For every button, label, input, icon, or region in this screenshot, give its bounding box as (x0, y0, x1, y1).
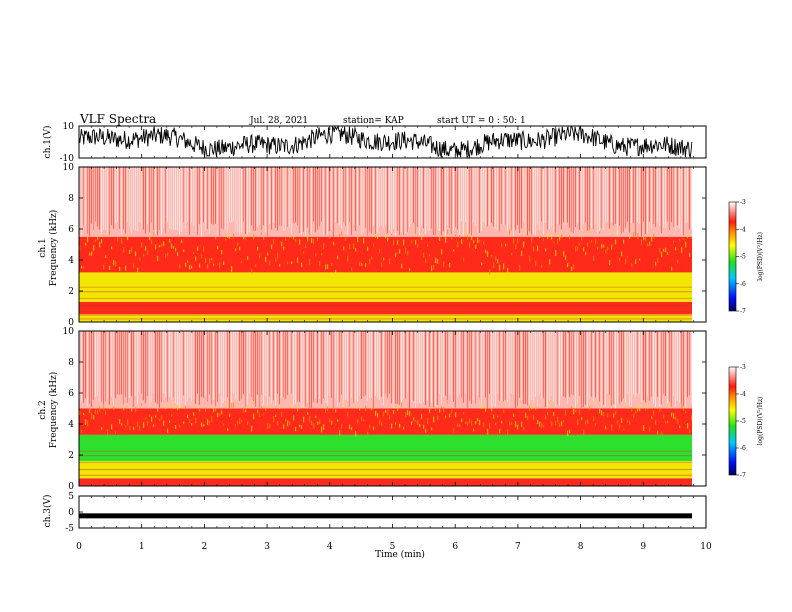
ch2-colorbar-tick-label: -5 (740, 418, 746, 425)
ch1-spectrogram-ytick-label: 8 (68, 194, 74, 204)
ch2-spectrogram-ytick-label: 0 (68, 482, 74, 492)
ch1-spectrogram-band-yellow (79, 314, 692, 322)
x-tick-label: 6 (452, 542, 458, 552)
ch1-colorbar-label: log(PSD)(V²/Hz) (757, 232, 764, 281)
x-tick-label: 2 (202, 542, 208, 552)
ch3-waveform-ytick-label: -5 (65, 524, 74, 534)
ch2-colorbar-tick-label: -7 (740, 472, 746, 479)
ch3-waveform-frame (78, 495, 707, 529)
ch1-waveform-panel: 10 -10 (60, 122, 707, 164)
ch1-colorbar-tick-label: -5 (740, 254, 746, 261)
ch1-waveform-ytick-label: 10 (63, 122, 75, 132)
x-tick-label: 4 (327, 542, 333, 552)
date-label: Jul. 28, 2021 (249, 116, 308, 126)
ch3-waveform-ytick-label: 0 (68, 508, 74, 518)
ch1-spectrogram-ytick-label: 6 (68, 225, 74, 235)
ch1-spectrogram-ytick-label: 4 (68, 256, 74, 266)
ch2-colorbar: -3 -4 -5 -6 -7 log(PSD)(V²/Hz) (728, 364, 764, 479)
ch1-colorbar: -3 -4 -5 -6 -7 log(PSD)(V²/Hz) (728, 199, 764, 315)
ch3-waveform-ylabel: ch.3(V) (42, 495, 53, 528)
ch2-spectrogram-band-red (79, 478, 692, 486)
ch1-waveform-ytick-label: -10 (60, 154, 75, 164)
ch1-spectrogram-panel: 0 2 4 6 8 10 (63, 163, 707, 328)
ch2-colorbar-tick-label: -4 (740, 391, 746, 398)
ch1-colorbar-tick-label: -3 (740, 199, 746, 206)
ch1-spectrogram-band-red (79, 236, 692, 273)
ch3-waveform-ytick-label: 5 (68, 492, 74, 502)
ch1-spectrogram-channel-label: ch.1 (38, 238, 48, 257)
x-tick-label: 1 (139, 542, 145, 552)
x-axis-label: Time (min) (375, 549, 425, 560)
ch2-spectrogram-band-green (79, 434, 692, 462)
ch1-spectrogram-ytick-label: 10 (63, 163, 75, 173)
ch1-spectrogram-band-red (79, 301, 692, 315)
ch1-colorbar-tick-label: -4 (740, 226, 746, 233)
ch2-colorbar-tick-label: -6 (740, 445, 746, 452)
ch2-spectrogram-ytick-label: 4 (68, 420, 74, 430)
ch1-waveform-series (78, 125, 693, 159)
x-tick-label: 7 (515, 542, 521, 552)
ch2-spectrogram-panel: 0 2 4 6 8 10 (63, 327, 707, 492)
ch2-colorbar-tick-label: -3 (740, 364, 746, 371)
ch2-colorbar-label: log(PSD)(V²/Hz) (757, 397, 764, 446)
ch3-waveform-series (79, 513, 692, 519)
ch1-colorbar-scale (728, 201, 737, 312)
ch1-spectrogram-ytick-label: 2 (68, 287, 74, 297)
time-axis: 0 1 2 3 4 5 6 7 8 9 10 (76, 542, 712, 552)
ch2-spectrogram-ytick-label: 10 (63, 327, 75, 337)
x-tick-label: 0 (76, 542, 82, 552)
station-label: station= KAP (343, 116, 404, 126)
x-tick-label: 3 (264, 542, 270, 552)
ch2-spectrogram-heatmap (79, 331, 692, 486)
x-tick-label: 10 (700, 542, 712, 552)
x-tick-label: 8 (578, 542, 584, 552)
ch2-frequency-ylabel: Frequency (kHz) (48, 372, 59, 449)
ch1-spectrogram-texture (79, 167, 693, 320)
ch1-colorbar-tick-label: -7 (740, 308, 746, 315)
ch2-spectrogram-ytick-label: 2 (68, 451, 74, 461)
ch1-waveform-ylabel: ch.1(V) (42, 126, 53, 159)
ch3-waveform-panel: 5 0 -5 (65, 492, 707, 534)
ch2-spectrogram-band-light_red (79, 331, 692, 409)
start-time-label: start UT = 0 : 50: 1 (437, 116, 526, 126)
x-tick-label: 9 (640, 542, 646, 552)
ch2-spectrogram-ytick-label: 6 (68, 389, 74, 399)
x-tick-label: 5 (390, 542, 396, 552)
ch1-frequency-ylabel: Frequency (kHz) (48, 210, 59, 287)
ch2-spectrogram-channel-label: ch.2 (38, 400, 48, 419)
ch1-colorbar-tick-label: -6 (740, 281, 746, 288)
ch1-spectrogram-ytick-label: 0 (68, 318, 74, 328)
figure-title: VLF Spectra (79, 112, 156, 126)
ch2-colorbar-scale (728, 366, 737, 476)
ch2-spectrogram-ytick-label: 8 (68, 358, 74, 368)
